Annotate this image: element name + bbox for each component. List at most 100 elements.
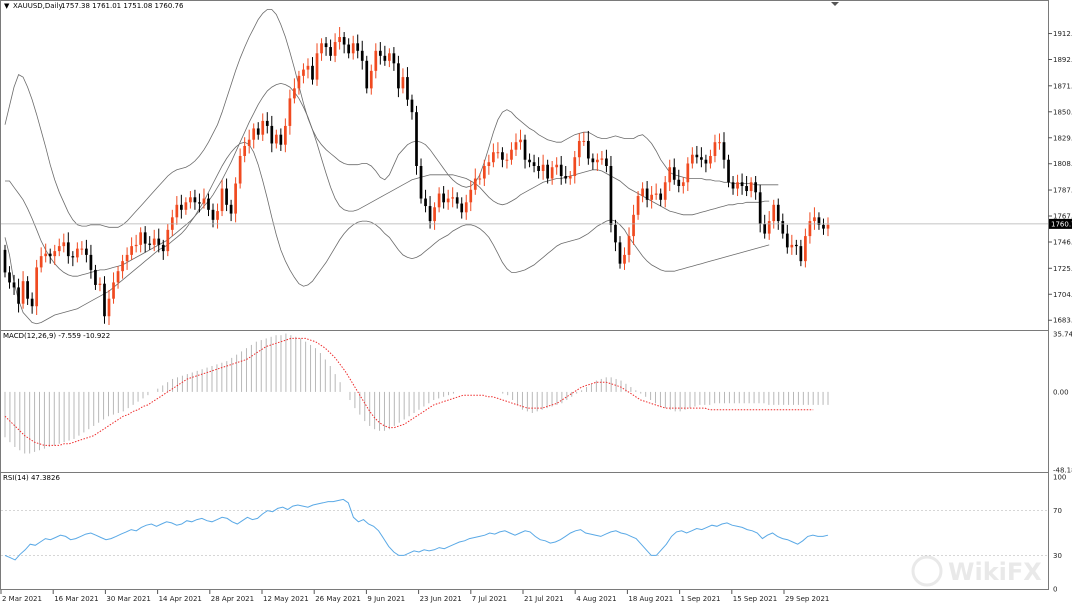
candle-body[interactable]	[12, 282, 16, 288]
candle-body[interactable]	[740, 182, 744, 187]
candle-body[interactable]	[514, 142, 518, 150]
candle-body[interactable]	[731, 182, 735, 189]
candle-body[interactable]	[618, 242, 622, 264]
candle-body[interactable]	[274, 134, 278, 144]
candle-body[interactable]	[754, 182, 758, 193]
candle-body[interactable]	[103, 283, 106, 317]
candle-body[interactable]	[369, 70, 373, 89]
candle-body[interactable]	[26, 281, 29, 299]
candle-body[interactable]	[681, 182, 685, 187]
candle-body[interactable]	[166, 229, 170, 252]
candle-body[interactable]	[130, 246, 133, 255]
candle-body[interactable]	[234, 183, 237, 214]
candle-body[interactable]	[487, 162, 491, 166]
candle-body[interactable]	[410, 99, 414, 113]
candle-body[interactable]	[460, 203, 464, 213]
candle-body[interactable]	[320, 43, 323, 54]
candle-body[interactable]	[134, 244, 138, 247]
candle-body[interactable]	[157, 238, 161, 245]
candle-body[interactable]	[627, 236, 631, 255]
candle-body[interactable]	[636, 196, 640, 215]
candle-body[interactable]	[333, 42, 337, 56]
candle-body[interactable]	[749, 182, 753, 192]
candle-body[interactable]	[437, 193, 441, 208]
candle-body[interactable]	[75, 248, 79, 258]
candle-body[interactable]	[577, 140, 581, 158]
candle-body[interactable]	[211, 209, 215, 220]
candle-body[interactable]	[645, 188, 649, 200]
candle-body[interactable]	[654, 193, 658, 195]
candle-body[interactable]	[193, 197, 197, 203]
candle-body[interactable]	[57, 246, 61, 252]
candle-body[interactable]	[496, 152, 500, 154]
candle-body[interactable]	[523, 139, 527, 160]
candle-body[interactable]	[505, 159, 509, 161]
candle-body[interactable]	[501, 152, 504, 160]
candle-body[interactable]	[98, 283, 102, 285]
candle-body[interactable]	[202, 198, 206, 204]
candle-body[interactable]	[776, 204, 780, 222]
candle-body[interactable]	[401, 77, 405, 89]
candle-body[interactable]	[198, 202, 201, 204]
candle-body[interactable]	[582, 140, 586, 142]
candle-body[interactable]	[374, 50, 378, 71]
shift-marker-icon[interactable]	[831, 2, 839, 6]
candle-body[interactable]	[388, 53, 391, 61]
candle-body[interactable]	[763, 223, 767, 234]
candle-body[interactable]	[347, 44, 351, 54]
candle-body[interactable]	[406, 77, 409, 100]
macd-panel[interactable]: MACD(12,26,9) -7.559 -10.922 35.741 0.00 -…	[3, 331, 1072, 475]
candle-body[interactable]	[659, 193, 663, 200]
candle-body[interactable]	[686, 163, 690, 183]
candle-body[interactable]	[112, 282, 115, 299]
candle-body[interactable]	[713, 142, 717, 156]
candle-body[interactable]	[17, 287, 20, 304]
candle-body[interactable]	[324, 43, 328, 48]
candle-body[interactable]	[482, 165, 486, 179]
candle-body[interactable]	[48, 253, 52, 257]
candle-body[interactable]	[568, 176, 572, 179]
candle-body[interactable]	[428, 206, 432, 222]
candle-body[interactable]	[781, 221, 785, 234]
price-panel[interactable]: 1912.80 1892.05 1871.05 1850.30 1829.55 1808.…	[1, 9, 1072, 326]
candle-body[interactable]	[342, 37, 346, 45]
candle-body[interactable]	[338, 37, 341, 43]
candle-body[interactable]	[822, 224, 825, 229]
candle-body[interactable]	[668, 167, 672, 183]
candle-body[interactable]	[288, 98, 292, 126]
candle-body[interactable]	[66, 242, 70, 257]
candle-body[interactable]	[261, 120, 265, 135]
candle-body[interactable]	[446, 198, 450, 203]
candle-body[interactable]	[537, 165, 540, 172]
candle-body[interactable]	[30, 298, 34, 307]
candle-body[interactable]	[455, 197, 459, 204]
candle-body[interactable]	[690, 154, 694, 164]
candle-body[interactable]	[442, 193, 445, 203]
candle-body[interactable]	[492, 152, 495, 163]
candle-body[interactable]	[356, 43, 360, 51]
candle-body[interactable]	[265, 120, 269, 126]
candle-body[interactable]	[293, 88, 296, 99]
candle-body[interactable]	[785, 233, 789, 248]
candle-body[interactable]	[510, 149, 513, 160]
candle-body[interactable]	[772, 204, 776, 222]
candle-body[interactable]	[44, 253, 48, 257]
candle-body[interactable]	[297, 75, 301, 89]
candle-body[interactable]	[709, 155, 712, 164]
candle-body[interactable]	[207, 198, 210, 210]
candle-body[interactable]	[519, 139, 522, 143]
candle-body[interactable]	[415, 112, 418, 166]
candle-body[interactable]	[116, 271, 120, 283]
candle-body[interactable]	[351, 43, 355, 54]
candle-body[interactable]	[451, 197, 455, 199]
candle-body[interactable]	[672, 167, 676, 180]
candle-body[interactable]	[745, 186, 748, 192]
candle-body[interactable]	[94, 269, 97, 285]
candle-body[interactable]	[256, 128, 260, 135]
candle-body[interactable]	[564, 176, 568, 179]
candle-body[interactable]	[189, 197, 192, 203]
candle-body[interactable]	[695, 154, 699, 158]
candle-body[interactable]	[8, 272, 11, 283]
candle-body[interactable]	[718, 142, 721, 144]
